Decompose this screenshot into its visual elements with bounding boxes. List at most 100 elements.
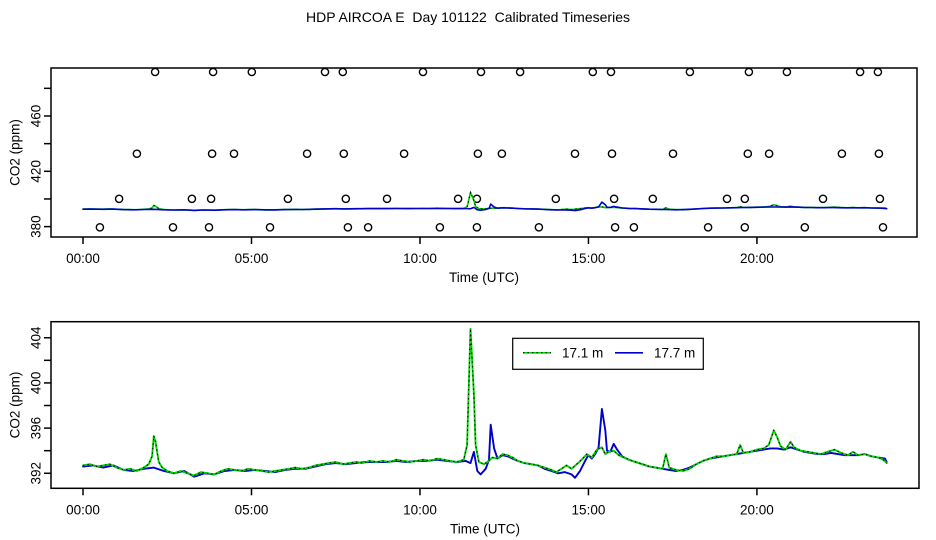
calibration-circle: [668, 149, 678, 158]
x-axis-title: Time (UTC): [450, 521, 520, 536]
calibration-circle: [610, 222, 620, 232]
series-line: [82, 327, 888, 477]
calibration-circle: [703, 222, 713, 232]
x-tick-label: 05:00: [235, 502, 269, 517]
bottom-y-axis: 392 396 400 404 CO2 (ppm): [8, 326, 51, 485]
y-tick-label: 400: [29, 372, 44, 395]
calibration-circle: [534, 222, 544, 232]
calibration-circle: [744, 67, 754, 77]
calibration-circle: [588, 67, 598, 77]
calibration-circle: [382, 194, 392, 204]
calibration-circle: [207, 149, 217, 158]
calibration-circle: [399, 149, 409, 158]
top-frame: [50, 67, 918, 238]
calibration-circle: [722, 194, 732, 204]
calibration-circle: [339, 149, 349, 158]
calibration-circle: [206, 194, 216, 204]
x-tick-label: 20:00: [740, 502, 774, 517]
calibration-circle: [187, 194, 197, 204]
calibration-circle: [740, 222, 750, 232]
calibration-circle: [607, 149, 617, 158]
x-tick-label: 10:00: [403, 251, 437, 266]
calibration-circle: [208, 67, 218, 77]
y-tick-label: 404: [29, 326, 44, 349]
calibration-circle: [150, 67, 160, 77]
calibration-circle: [132, 149, 142, 158]
series-line: [82, 407, 888, 479]
x-tick-label: 15:00: [572, 251, 606, 266]
x-tick-label: 15:00: [572, 502, 606, 517]
calibration-circle: [764, 149, 774, 158]
y-axis-title: CO2 (ppm): [8, 372, 23, 439]
calibration-circle: [874, 149, 884, 158]
calibration-circle: [341, 194, 351, 204]
calibration-circle: [283, 194, 293, 204]
calibration-circle: [606, 67, 616, 77]
figure-title: HDP AIRCOA E Day 101122 Calibrated Times…: [306, 9, 630, 25]
calibration-circle: [800, 222, 810, 232]
calibration-circle: [875, 194, 885, 204]
calibration-circle: [855, 67, 865, 77]
x-tick-label: 00:00: [66, 251, 100, 266]
calibration-circle: [551, 194, 561, 204]
calibration-circle: [782, 67, 792, 77]
calibration-circle: [363, 222, 373, 232]
y-tick-label: 396: [29, 417, 44, 440]
calibration-circle: [740, 194, 750, 204]
calibration-circle: [114, 194, 124, 204]
top-series: [82, 190, 888, 212]
calibration-circle: [570, 149, 580, 158]
calibration-circle: [338, 67, 348, 77]
calibration-circle: [418, 67, 428, 77]
x-axis-title: Time (UTC): [449, 270, 519, 285]
bottom-series: [82, 327, 888, 479]
calibration-circle: [343, 222, 353, 232]
y-tick-label: 392: [29, 462, 44, 485]
legend-label: 17.1 m: [562, 346, 603, 361]
top-y-axis: 380 420 460 CO2 (ppm): [8, 87, 51, 238]
calibration-circle: [472, 222, 482, 232]
calibration-circle: [878, 222, 888, 232]
y-tick-label: 460: [29, 105, 44, 128]
calibration-circle: [497, 149, 507, 158]
legend: 17.1 m 17.7 m: [512, 337, 704, 370]
legend-box: [512, 337, 704, 370]
calibration-circle: [168, 222, 178, 232]
series-line: [82, 201, 888, 212]
series-line-dot-overlay: [82, 328, 888, 477]
calibration-circle: [818, 194, 828, 204]
calibration-circle: [609, 194, 619, 204]
calibration-circle: [476, 67, 486, 77]
calibration-circle: [229, 149, 239, 158]
y-axis-title: CO2 (ppm): [8, 119, 23, 186]
calibration-circle: [743, 149, 753, 158]
top-panel: 00:00 05:00 10:00 15:00 20:00 Time (UTC) 380 42…: [8, 67, 918, 285]
calibration-circle: [873, 67, 883, 77]
calibration-circle: [265, 222, 275, 232]
x-tick-label: 10:00: [403, 502, 437, 517]
calibration-circle: [453, 194, 463, 204]
top-x-axis: 00:00 05:00 10:00 15:00 20:00 Time (UTC): [66, 237, 774, 285]
calibration-points: [95, 67, 888, 232]
calibration-circle: [247, 67, 257, 77]
legend-label: 17.7 m: [654, 346, 695, 361]
calibration-circle: [837, 149, 847, 158]
calibration-circle: [95, 222, 105, 232]
y-tick-label: 380: [29, 215, 44, 238]
calibration-circle: [435, 222, 445, 232]
calibration-circle: [473, 149, 483, 158]
calibration-circle: [320, 67, 330, 77]
x-tick-label: 00:00: [66, 502, 100, 517]
calibration-circle: [648, 194, 658, 204]
calibration-circle: [204, 222, 214, 232]
calibration-circle: [302, 149, 312, 158]
x-tick-label: 05:00: [235, 251, 269, 266]
calibration-circle: [629, 222, 639, 232]
calibration-circle: [685, 67, 695, 77]
x-tick-label: 20:00: [740, 251, 774, 266]
y-tick-label: 420: [29, 160, 44, 183]
calibration-circle: [515, 67, 525, 77]
